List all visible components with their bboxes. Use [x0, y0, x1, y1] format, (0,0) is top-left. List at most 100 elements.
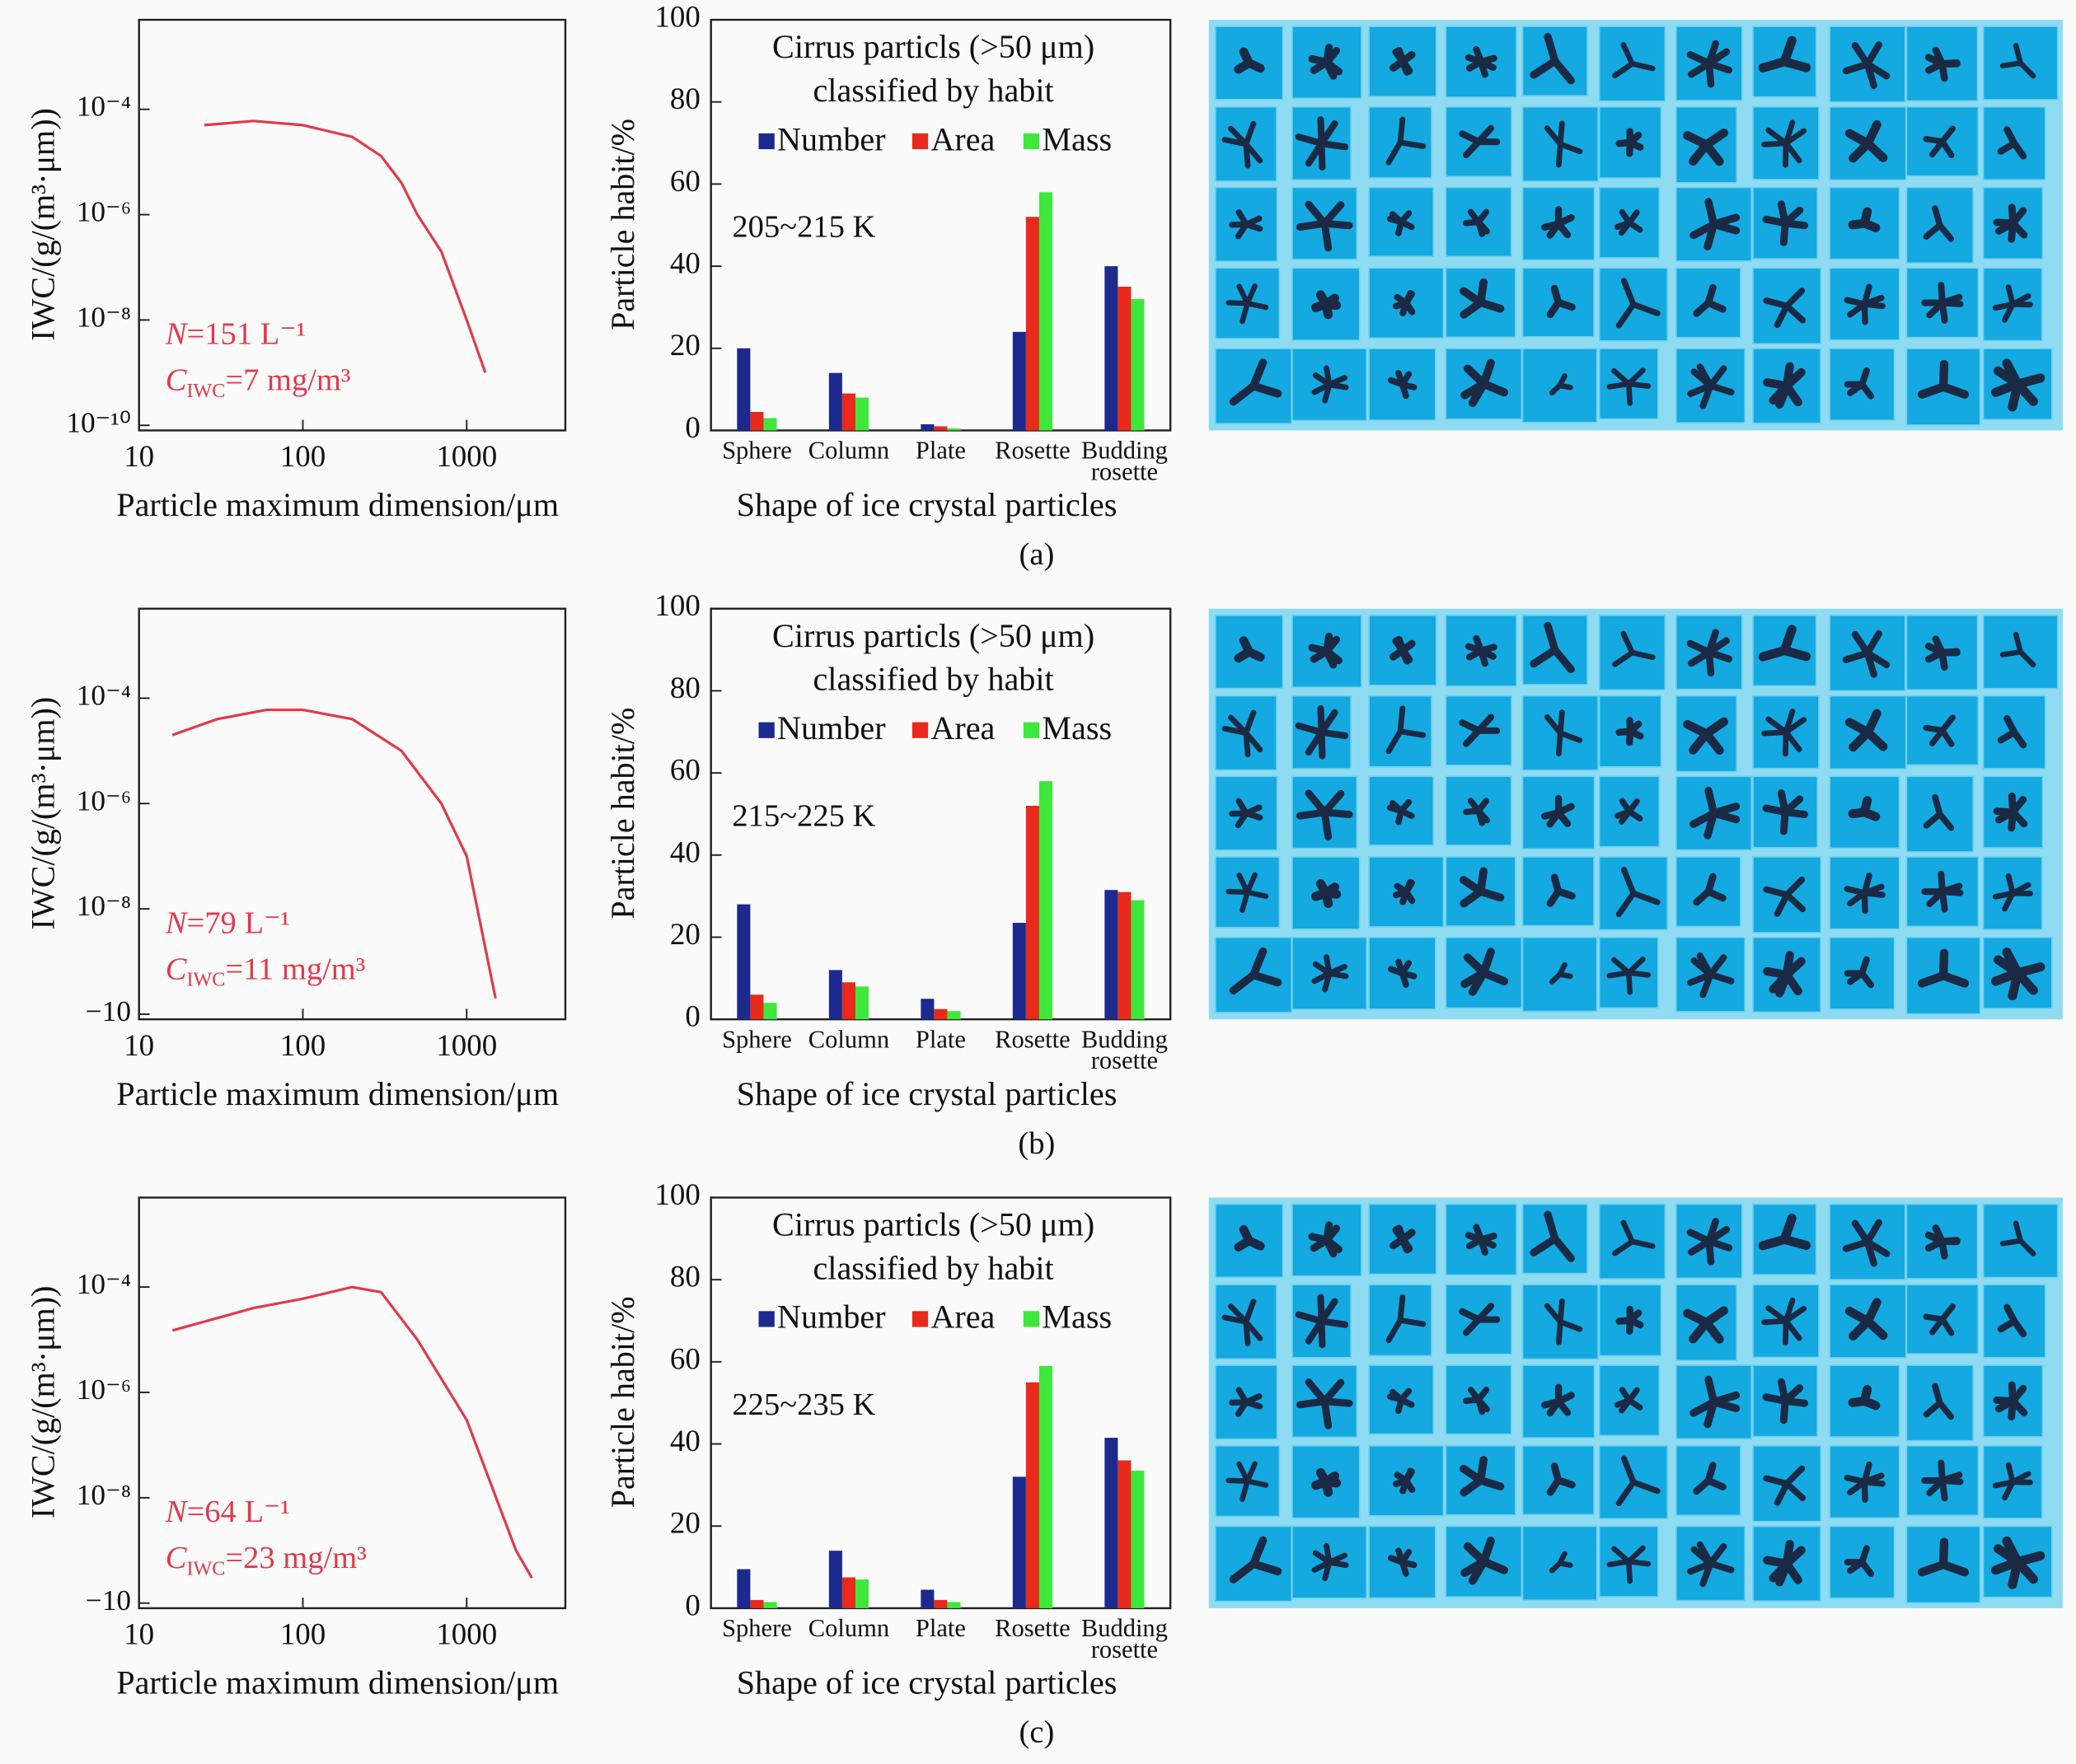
ice-crystal [1990, 948, 2046, 1001]
ice-crystal [1546, 284, 1576, 319]
bar [1118, 286, 1132, 431]
ice-crystal [1392, 1467, 1416, 1495]
c-symbol: C [166, 952, 188, 986]
ice-crystal [1844, 283, 1886, 325]
ice-crystal [1295, 116, 1349, 171]
ice-crystal [1296, 789, 1353, 841]
ice-crystal [1924, 46, 1961, 82]
y-tick-label: 40 [670, 1424, 701, 1458]
ice-crystal [1392, 878, 1416, 905]
bar [1025, 1382, 1039, 1608]
ice-crystal [1460, 948, 1509, 996]
ice-crystal [1308, 1221, 1343, 1258]
bar [737, 904, 751, 1020]
ice-crystal [1460, 1537, 1509, 1585]
ice-crystal [1761, 709, 1807, 757]
c-sub: IWC [187, 380, 226, 401]
ice-crystal [1541, 206, 1575, 239]
c-annotation: CIWC=23 mg/m³ [166, 1541, 367, 1579]
ice-crystal [1460, 867, 1505, 908]
ice-crystal [1229, 947, 1282, 995]
ice-crystal [1464, 634, 1497, 667]
ice-crystal [1225, 872, 1269, 914]
ice-crystal [1388, 958, 1418, 988]
ice-crystal [1763, 1465, 1807, 1506]
bar [1104, 1438, 1118, 1608]
ice-crystal [1693, 1462, 1727, 1495]
bar [1012, 923, 1026, 1020]
ice-crystal [1923, 1383, 1955, 1420]
c-value: =23 mg/m³ [225, 1541, 366, 1575]
ice-crystal [1763, 1539, 1806, 1587]
ice-crystal [1389, 635, 1416, 665]
ice-crystal [1844, 873, 1886, 915]
ice-crystal [1541, 794, 1575, 828]
ice-crystal [1763, 876, 1807, 917]
ice-crystal [1917, 359, 1970, 399]
ice-crystal [1389, 47, 1416, 76]
bar [1038, 1365, 1053, 1608]
chart-subtitle: 215~225 K [732, 798, 875, 833]
ice-crystal [1923, 125, 1956, 158]
ice-crystal [1683, 128, 1728, 166]
x-tick-label: 10 [124, 439, 154, 473]
legend-swatch [1023, 133, 1040, 150]
y-axis-label: IWC/(g/(m³·μm)) [24, 108, 61, 341]
ice-crystal [1311, 365, 1349, 404]
ice-crystal [1234, 636, 1265, 663]
legend-label: Area [930, 120, 995, 157]
ice-crystal [1388, 369, 1418, 400]
ice-crystal [1844, 1461, 1886, 1503]
legend-swatch [758, 1311, 775, 1327]
bar [841, 1577, 855, 1608]
particle-tile [1368, 775, 1435, 846]
legend-swatch [758, 133, 775, 150]
x-axis-label: Particle maximum dimension/μm [116, 486, 559, 523]
bar [947, 1602, 961, 1608]
x-tick-label: 1000 [436, 439, 497, 473]
y-axis-label: IWC/(g/(m³·μm)) [24, 697, 61, 930]
chart-title: classified by habit [813, 661, 1053, 698]
n-annotation: N=151 L⁻¹ [165, 317, 306, 352]
y-tick-label: 60 [670, 1341, 701, 1375]
y-tick-label: 20 [670, 1506, 701, 1540]
ice-crystal [1460, 358, 1509, 407]
x-tick-label: Rosette [995, 1025, 1071, 1053]
ice-crystal [1993, 204, 2028, 243]
chart-subtitle: 225~235 K [732, 1387, 875, 1422]
ice-crystal [1848, 796, 1881, 821]
ice-crystal [1612, 630, 1656, 667]
x-tick-label: Sphere [722, 1025, 792, 1053]
ice-crystal [1761, 119, 1807, 168]
particle-tile [1675, 1444, 1741, 1517]
ice-crystal [1389, 1224, 1416, 1254]
ice-crystal [1844, 367, 1875, 400]
x-tick-label: Plate [916, 437, 966, 465]
bar [750, 1599, 764, 1608]
ice-crystal [1541, 1383, 1575, 1417]
bar [763, 1602, 777, 1608]
bar [1131, 900, 1145, 1020]
ice-crystal [1463, 1387, 1490, 1415]
bar [1104, 890, 1118, 1020]
bar [763, 1003, 777, 1020]
mean-line [171, 708, 497, 999]
bar [947, 1011, 961, 1020]
x-tick-label: 100 [280, 1617, 326, 1651]
y-tick-label: 60 [670, 164, 701, 198]
ice-crystal [1687, 1541, 1735, 1588]
ice-crystal [1614, 1387, 1643, 1414]
legend-label: Number [777, 120, 886, 157]
legend-label: Area [930, 1298, 995, 1336]
ice-crystal [1311, 1542, 1349, 1582]
ice-crystal [1464, 46, 1497, 78]
ice-crystal [1689, 1375, 1741, 1429]
ice-crystal [1295, 704, 1349, 760]
ice-crystal [1530, 33, 1575, 85]
x-tick-label: 100 [280, 439, 326, 473]
ice-crystal [1615, 128, 1644, 157]
plot-frame [138, 1196, 567, 1610]
ice-crystal [1689, 787, 1741, 840]
ice-crystal [1842, 1219, 1891, 1267]
x-tick-label: Budding rosette [1081, 1025, 1168, 1074]
